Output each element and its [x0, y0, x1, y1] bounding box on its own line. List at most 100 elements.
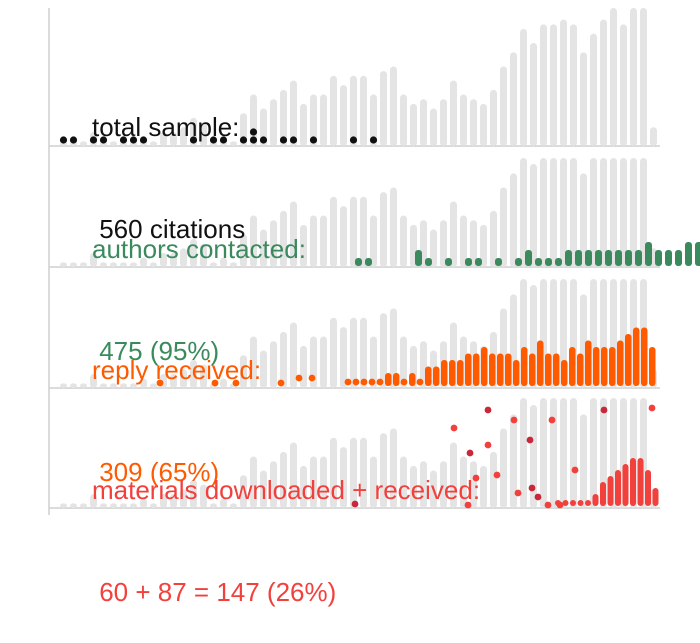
background-bar: [350, 75, 357, 146]
background-bar: [260, 350, 267, 388]
background-bar: [390, 187, 397, 267]
panel-3-dot: [277, 379, 285, 387]
background-bar: [280, 89, 287, 146]
panel-1-dot: [239, 136, 248, 144]
background-bar: [480, 224, 487, 267]
panel-4-title: materials downloaded + received: 60 + 87…: [92, 405, 480, 643]
panel-3-bar: [529, 353, 536, 386]
panel-4-dot: [493, 471, 501, 479]
panel-4-dot: [556, 501, 564, 509]
panel-3-bar: [497, 353, 504, 386]
panel-3-bar: [641, 327, 648, 386]
chart-figure: [48, 8, 700, 515]
panel-3-bar: [537, 340, 544, 386]
background-bar: [320, 456, 327, 508]
background-bar: [220, 498, 227, 508]
background-bar: [230, 262, 237, 267]
background-bar: [580, 173, 587, 267]
panel-1-line-2: 560 citations: [92, 214, 246, 244]
background-bar: [240, 355, 247, 388]
background-bar: [410, 465, 417, 508]
panel-1-dot: [59, 136, 68, 144]
background-bar: [70, 262, 77, 267]
panel-2-bar: [625, 250, 632, 266]
background-bar: [200, 122, 207, 146]
panel-4-dot: [484, 406, 492, 414]
background-bar: [70, 503, 77, 508]
background-bar: [380, 313, 387, 388]
background-bar: [90, 252, 97, 267]
background-bar: [600, 158, 607, 267]
background-bar: [330, 196, 337, 267]
background-bar: [260, 229, 267, 267]
background-bar: [640, 158, 647, 267]
panel-2-line-2: 475 (95%): [92, 336, 220, 366]
background-bar: [460, 456, 467, 508]
panel-2-bar: [585, 250, 592, 266]
panel-2-bar: [635, 250, 642, 266]
panel-4-line-1: materials downloaded + received:: [92, 475, 481, 505]
background-bar: [450, 80, 457, 146]
panel-3-title: reply received: 309 (65%): [92, 285, 261, 523]
panel-3-bar: [433, 366, 440, 386]
background-bar: [100, 503, 107, 508]
background-bar: [510, 173, 517, 267]
background-bar: [560, 398, 567, 508]
panel-2-bar: [545, 258, 552, 266]
background-bar: [230, 503, 237, 508]
panel-3-line-2: 309 (65%): [92, 457, 220, 487]
background-bar: [520, 29, 527, 146]
background-bar: [520, 398, 527, 508]
background-bar: [430, 470, 437, 508]
panel-4-line-2: 60 + 87 = 147 (26%): [92, 577, 337, 607]
background-bar: [340, 85, 347, 146]
panel-3-bar: [561, 360, 568, 386]
panel-3-line-1: reply received:: [92, 355, 262, 385]
background-bar: [550, 398, 557, 508]
background-bar: [180, 248, 187, 267]
panel-3-bar: [513, 360, 520, 386]
background-bar: [80, 383, 87, 388]
background-bar: [310, 456, 317, 508]
background-bar: [210, 262, 217, 267]
background-bar: [330, 317, 337, 388]
background-bar: [130, 383, 137, 388]
panel-3-bar: [617, 340, 624, 386]
background-bar: [380, 71, 387, 146]
background-bar: [390, 308, 397, 388]
panel-1-dot: [369, 136, 378, 144]
background-bar: [350, 317, 357, 388]
panel-3-bar: [601, 347, 608, 386]
panel-4-bar: [585, 500, 591, 506]
background-bar: [620, 24, 627, 146]
panel-3-bar: [457, 360, 464, 386]
panel-3-bar: [633, 327, 640, 386]
background-bar: [120, 262, 127, 267]
background-bar: [360, 317, 367, 388]
panel-4-dot: [534, 493, 542, 501]
background-bar: [240, 475, 247, 508]
background-bar: [530, 43, 537, 146]
background-bar: [230, 141, 237, 146]
panel-2-bar: [555, 258, 562, 266]
panel-1-dot: [289, 136, 298, 144]
panel-3-bar: [649, 347, 656, 386]
panel-2-bar: [615, 250, 622, 266]
background-bar: [120, 503, 127, 508]
background-bar: [390, 428, 397, 508]
background-bar: [390, 66, 397, 146]
panel-3-bar: [449, 360, 456, 386]
background-bar: [150, 262, 157, 267]
panel-3-bar: [545, 353, 552, 386]
background-bar: [150, 383, 157, 388]
background-bar: [460, 215, 467, 267]
background-bar: [60, 262, 67, 267]
panel-3-bar: [385, 373, 392, 386]
background-bar: [320, 215, 327, 267]
panel-3-bar: [505, 353, 512, 386]
background-bar: [80, 503, 87, 508]
background-bar: [60, 383, 67, 388]
panel-4-dot: [351, 500, 359, 508]
panel-3-bar: [521, 347, 528, 386]
background-bar: [180, 127, 187, 146]
